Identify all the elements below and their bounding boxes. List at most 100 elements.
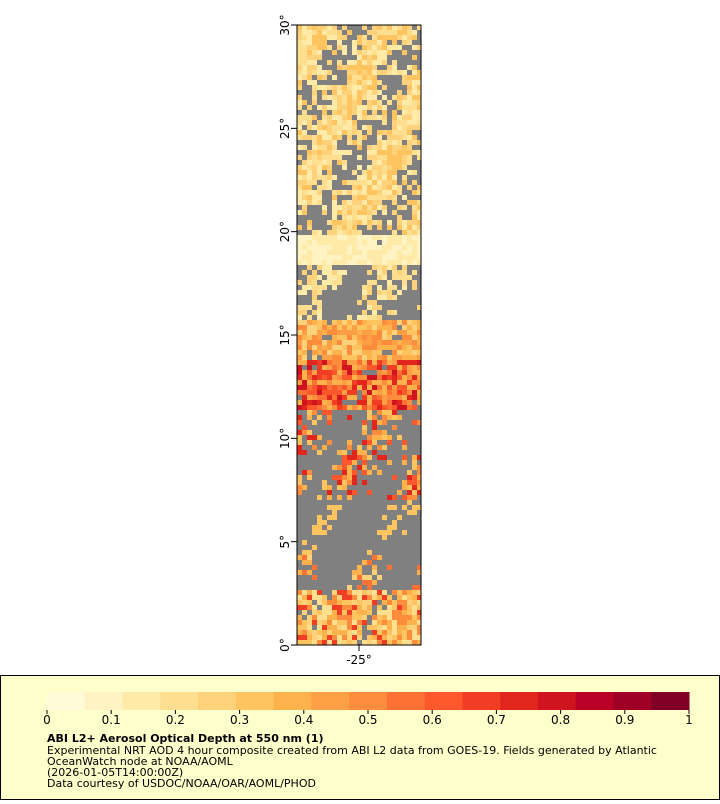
aod-cell — [352, 355, 357, 360]
aod-cell — [312, 180, 317, 185]
aod-cell — [307, 70, 312, 75]
aod-cell — [317, 175, 322, 180]
aod-cell — [302, 65, 307, 70]
aod-cell — [322, 530, 327, 535]
aod-cell — [397, 245, 402, 250]
aod-cell — [362, 450, 367, 455]
aod-cell — [392, 240, 397, 245]
aod-cell — [297, 400, 302, 405]
aod-cell — [352, 490, 357, 495]
aod-cell — [342, 105, 347, 110]
aod-cell — [382, 435, 387, 440]
aod-cell — [357, 360, 362, 365]
aod-cell — [297, 630, 302, 635]
aod-cell — [347, 475, 352, 480]
aod-cell — [302, 560, 307, 565]
aod-cell — [367, 165, 372, 170]
aod-cell — [357, 155, 362, 160]
aod-cell — [342, 325, 347, 330]
aod-cell — [332, 630, 337, 635]
aod-cell — [372, 600, 377, 605]
aod-cell — [347, 235, 352, 240]
aod-cell — [417, 205, 421, 210]
aod-cell — [367, 225, 372, 230]
lat-tick-label: 25° — [278, 118, 292, 139]
aod-cell — [337, 325, 342, 330]
aod-cell — [367, 245, 372, 250]
aod-cell — [317, 45, 322, 50]
aod-cell — [382, 620, 387, 625]
aod-cell — [402, 145, 407, 150]
aod-cell — [362, 425, 367, 430]
aod-cell — [307, 640, 312, 645]
aod-cell — [347, 95, 352, 100]
aod-cell — [382, 400, 387, 405]
colorbar-swatch — [84, 692, 124, 710]
aod-cell — [362, 205, 367, 210]
aod-cell — [332, 605, 337, 610]
aod-cell — [332, 375, 337, 380]
aod-cell — [397, 155, 402, 160]
aod-cell — [357, 585, 362, 590]
aod-cell — [307, 335, 312, 340]
aod-cell — [417, 505, 421, 510]
aod-cell — [377, 615, 382, 620]
aod-cell — [367, 45, 372, 50]
aod-cell — [357, 145, 362, 150]
aod-cell — [362, 135, 367, 140]
aod-cell — [352, 405, 357, 410]
aod-cell — [327, 365, 332, 370]
aod-cell — [347, 595, 352, 600]
aod-cell — [362, 580, 367, 585]
aod-cell — [317, 405, 322, 410]
aod-cell — [357, 605, 362, 610]
aod-cell — [332, 280, 337, 285]
aod-cell — [402, 620, 407, 625]
aod-cell — [332, 230, 337, 235]
aod-cell — [337, 95, 342, 100]
aod-cell — [347, 480, 352, 485]
aod-cell — [327, 235, 332, 240]
aod-cell — [377, 335, 382, 340]
aod-cell — [402, 280, 407, 285]
aod-cell — [322, 345, 327, 350]
aod-cell — [412, 620, 417, 625]
aod-cell — [397, 595, 402, 600]
aod-cell — [317, 140, 322, 145]
colorbar-tick-label: 0.4 — [294, 713, 313, 727]
aod-cell — [397, 270, 402, 275]
aod-cell — [302, 330, 307, 335]
aod-cell — [347, 335, 352, 340]
aod-cell — [387, 225, 392, 230]
aod-cell — [377, 355, 382, 360]
aod-cell — [302, 30, 307, 35]
aod-cell — [322, 630, 327, 635]
aod-cell — [402, 485, 407, 490]
aod-cell — [412, 30, 417, 35]
aod-cell — [362, 70, 367, 75]
aod-cell — [302, 370, 307, 375]
aod-cell — [327, 380, 332, 385]
aod-cell — [367, 115, 372, 120]
aod-cell — [367, 320, 372, 325]
aod-cell — [407, 245, 412, 250]
aod-cell — [307, 175, 312, 180]
aod-cell — [357, 235, 362, 240]
aod-cell — [347, 605, 352, 610]
aod-cell — [407, 365, 412, 370]
aod-cell — [377, 360, 382, 365]
aod-cell — [387, 345, 392, 350]
aod-cell — [332, 195, 337, 200]
aod-cell — [382, 120, 387, 125]
aod-cell — [367, 490, 372, 495]
aod-cell — [337, 475, 342, 480]
aod-cell — [337, 40, 342, 45]
aod-cell — [372, 430, 377, 435]
aod-cell — [377, 345, 382, 350]
aod-cell — [322, 365, 327, 370]
aod-cell — [332, 395, 337, 400]
aod-cell — [357, 50, 362, 55]
aod-cell — [402, 285, 407, 290]
aod-cell — [347, 440, 352, 445]
aod-cell — [332, 350, 337, 355]
